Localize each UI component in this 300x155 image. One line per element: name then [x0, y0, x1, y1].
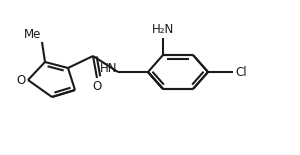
Text: HN: HN: [100, 62, 117, 75]
Text: O: O: [92, 80, 102, 93]
Text: Cl: Cl: [235, 66, 247, 78]
Text: H₂N: H₂N: [152, 23, 174, 36]
Text: O: O: [17, 73, 26, 86]
Text: Me: Me: [24, 28, 41, 41]
